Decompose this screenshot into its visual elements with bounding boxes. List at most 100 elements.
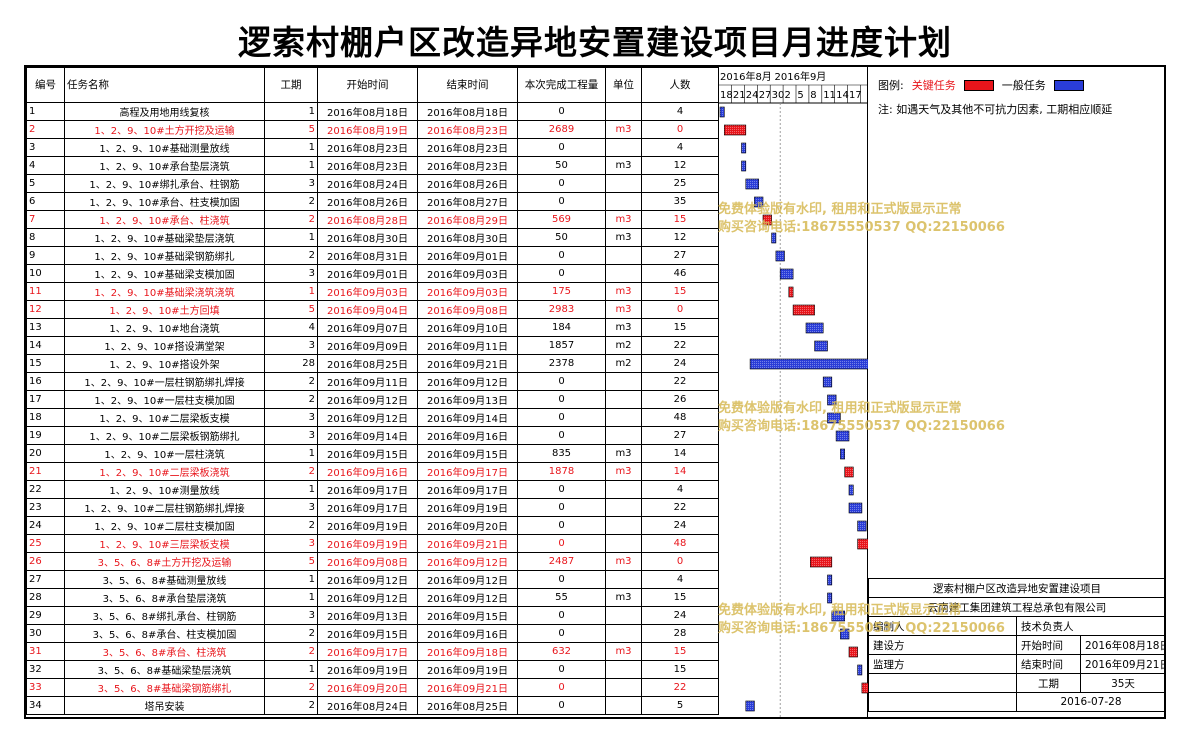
cell-people: 28: [641, 624, 719, 643]
cell-quantity: 0: [517, 534, 606, 553]
cell-id: 18: [26, 408, 65, 427]
cell-duration: 3: [264, 174, 318, 193]
cell-name: 高程及用地用线复核: [64, 102, 265, 121]
cell-end: 2016年09月13日: [417, 390, 518, 409]
gantt-tick-label: 17: [849, 90, 862, 101]
info-blank-2: [868, 692, 1017, 712]
cell-id: 16: [26, 372, 65, 391]
cell-id: 20: [26, 444, 65, 463]
table-row: 3 1、2、9、10#基础测量放线 1 2016年08月23日 2016年08月23日 0…: [26, 138, 719, 157]
cell-unit: [605, 480, 642, 499]
gantt-svg: 2016年8月 2016年9月 18 21 24 27 30 2 5 8 11 14 17: [718, 70, 868, 717]
gantt-month-label: 2016年8月: [720, 70, 772, 83]
gantt-bar-normal: [741, 142, 747, 154]
cell-quantity: 0: [517, 624, 606, 643]
gantt-bar-critical: [844, 466, 854, 478]
cell-quantity: 0: [517, 678, 606, 697]
cell-quantity: 1878: [517, 462, 606, 481]
cell-end: 2016年09月19日: [417, 660, 518, 679]
gantt-bar-critical: [762, 214, 772, 226]
cell-unit: [605, 390, 642, 409]
header-duration: 工期: [264, 67, 318, 103]
cell-name: 3、5、6、8#基础梁垫层浇筑: [64, 660, 265, 679]
cell-id: 22: [26, 480, 65, 499]
gantt-bar-normal: [805, 322, 824, 334]
cell-end: 2016年09月03日: [417, 264, 518, 283]
table-row: 26 3、5、6、8#土方开挖及运输 5 2016年09月08日 2016年09月12日…: [26, 552, 719, 571]
cell-quantity: 0: [517, 174, 606, 193]
cell-duration: 2: [264, 642, 318, 661]
table-row: 14 1、2、9、10#搭设满堂架 3 2016年09月09日 2016年09月11日 1…: [26, 336, 719, 355]
table-row: 4 1、2、9、10#承台垫层浇筑 1 2016年08月23日 2016年08月23日 5…: [26, 156, 719, 175]
cell-end: 2016年08月29日: [417, 210, 518, 229]
cell-end: 2016年09月21日: [417, 354, 518, 373]
table-row: 15 1、2、9、10#搭设外架 28 2016年08月25日 2016年09月21日 2…: [26, 354, 719, 373]
cell-end: 2016年09月17日: [417, 462, 518, 481]
table-row: 21 1、2、9、10#二层梁板浇筑 2 2016年09月16日 2016年09月17日…: [26, 462, 719, 481]
table-header-row: 编号 任务名称 工期 开始时间 结束时间 本次完成工程量 单位 人数: [26, 67, 719, 103]
table-row: 22 1、2、9、10#测量放线 1 2016年09月17日 2016年09月17日 0 4: [26, 480, 719, 499]
cell-id: 12: [26, 300, 65, 319]
cell-name: 1、2、9、10#一层柱浇筑: [64, 444, 265, 463]
cell-duration: 2: [264, 696, 318, 715]
cell-id: 5: [26, 174, 65, 193]
cell-name: 塔吊安装: [64, 696, 265, 715]
table-row: 11 1、2、9、10#基础梁浇筑浇筑 1 2016年09月03日 2016年09月03…: [26, 282, 719, 301]
cell-unit: m3: [605, 444, 642, 463]
gantt-bar-normal: [822, 376, 833, 388]
cell-name: 1、2、9、10#二层柱钢筋绑扎焊接: [64, 498, 265, 517]
cell-quantity: 0: [517, 372, 606, 391]
cell-duration: 1: [264, 228, 318, 247]
cell-duration: 5: [264, 552, 318, 571]
cell-id: 10: [26, 264, 65, 283]
table-row: 34 塔吊安装 2 2016年08月24日 2016年08月25日 0 5: [26, 696, 719, 715]
cell-quantity: 0: [517, 408, 606, 427]
gantt-bar-normal: [857, 664, 863, 676]
header-people: 人数: [641, 67, 719, 103]
gantt-bar-normal: [827, 394, 837, 406]
info-owner-label: 建设方: [868, 635, 1017, 655]
cell-name: 1、2、9、10#承台、柱浇筑: [64, 210, 265, 229]
cell-quantity: 0: [517, 570, 606, 589]
cell-id: 2: [26, 120, 65, 139]
cell-unit: [605, 192, 642, 211]
cell-id: 34: [26, 696, 65, 715]
cell-unit: [605, 426, 642, 445]
page-title: 逻索村棚户区改造异地安置建设项目月进度计划: [238, 23, 952, 62]
cell-id: 30: [26, 624, 65, 643]
cell-unit: [605, 246, 642, 265]
cell-end: 2016年09月12日: [417, 372, 518, 391]
cell-start: 2016年09月12日: [317, 570, 418, 589]
cell-duration: 5: [264, 300, 318, 319]
cell-unit: [605, 372, 642, 391]
cell-start: 2016年08月31日: [317, 246, 418, 265]
table-row: 33 3、5、6、8#基础梁钢筋绑扎 2 2016年09月20日 2016年09月21日…: [26, 678, 719, 697]
cell-people: 27: [641, 426, 719, 445]
cell-name: 3、5、6、8#承台、柱支模加固: [64, 624, 265, 643]
cell-people: 14: [641, 462, 719, 481]
gantt-bar-normal: [827, 574, 833, 586]
cell-duration: 1: [264, 444, 318, 463]
cell-id: 21: [26, 462, 65, 481]
info-company: 云南建工集团建筑工程总承包有限公司: [868, 597, 1166, 617]
cell-start: 2016年09月17日: [317, 642, 418, 661]
cell-start: 2016年09月19日: [317, 660, 418, 679]
cell-name: 3、5、6、8#土方开挖及运输: [64, 552, 265, 571]
table-row: 29 3、5、6、8#绑扎承台、柱钢筋 3 2016年09月13日 2016年09月15…: [26, 606, 719, 625]
legend: 图例: 关键任务 一般任务: [878, 77, 1084, 93]
cell-name: 3、5、6、8#绑扎承台、柱钢筋: [64, 606, 265, 625]
cell-unit: [605, 696, 642, 715]
side-panel: 图例: 关键任务 一般任务 注: 如遇天气及其他不可抗力因素, 工期相应顺延 逻…: [868, 67, 1166, 717]
gantt-tick-label: 8: [810, 90, 816, 101]
table-row: 16 1、2、9、10#一层柱钢筋绑扎焊接 2 2016年09月11日 2016年09月…: [26, 372, 719, 391]
cell-duration: 3: [264, 264, 318, 283]
gantt-bar-normal: [840, 448, 846, 460]
cell-name: 1、2、9、10#基础测量放线: [64, 138, 265, 157]
cell-quantity: 569: [517, 210, 606, 229]
table-row: 7 1、2、9、10#承台、柱浇筑 2 2016年08月28日 2016年08月29日 5…: [26, 210, 719, 229]
cell-quantity: 0: [517, 138, 606, 157]
cell-duration: 1: [264, 138, 318, 157]
cell-id: 1: [26, 102, 65, 121]
cell-people: 48: [641, 408, 719, 427]
cell-start: 2016年08月28日: [317, 210, 418, 229]
